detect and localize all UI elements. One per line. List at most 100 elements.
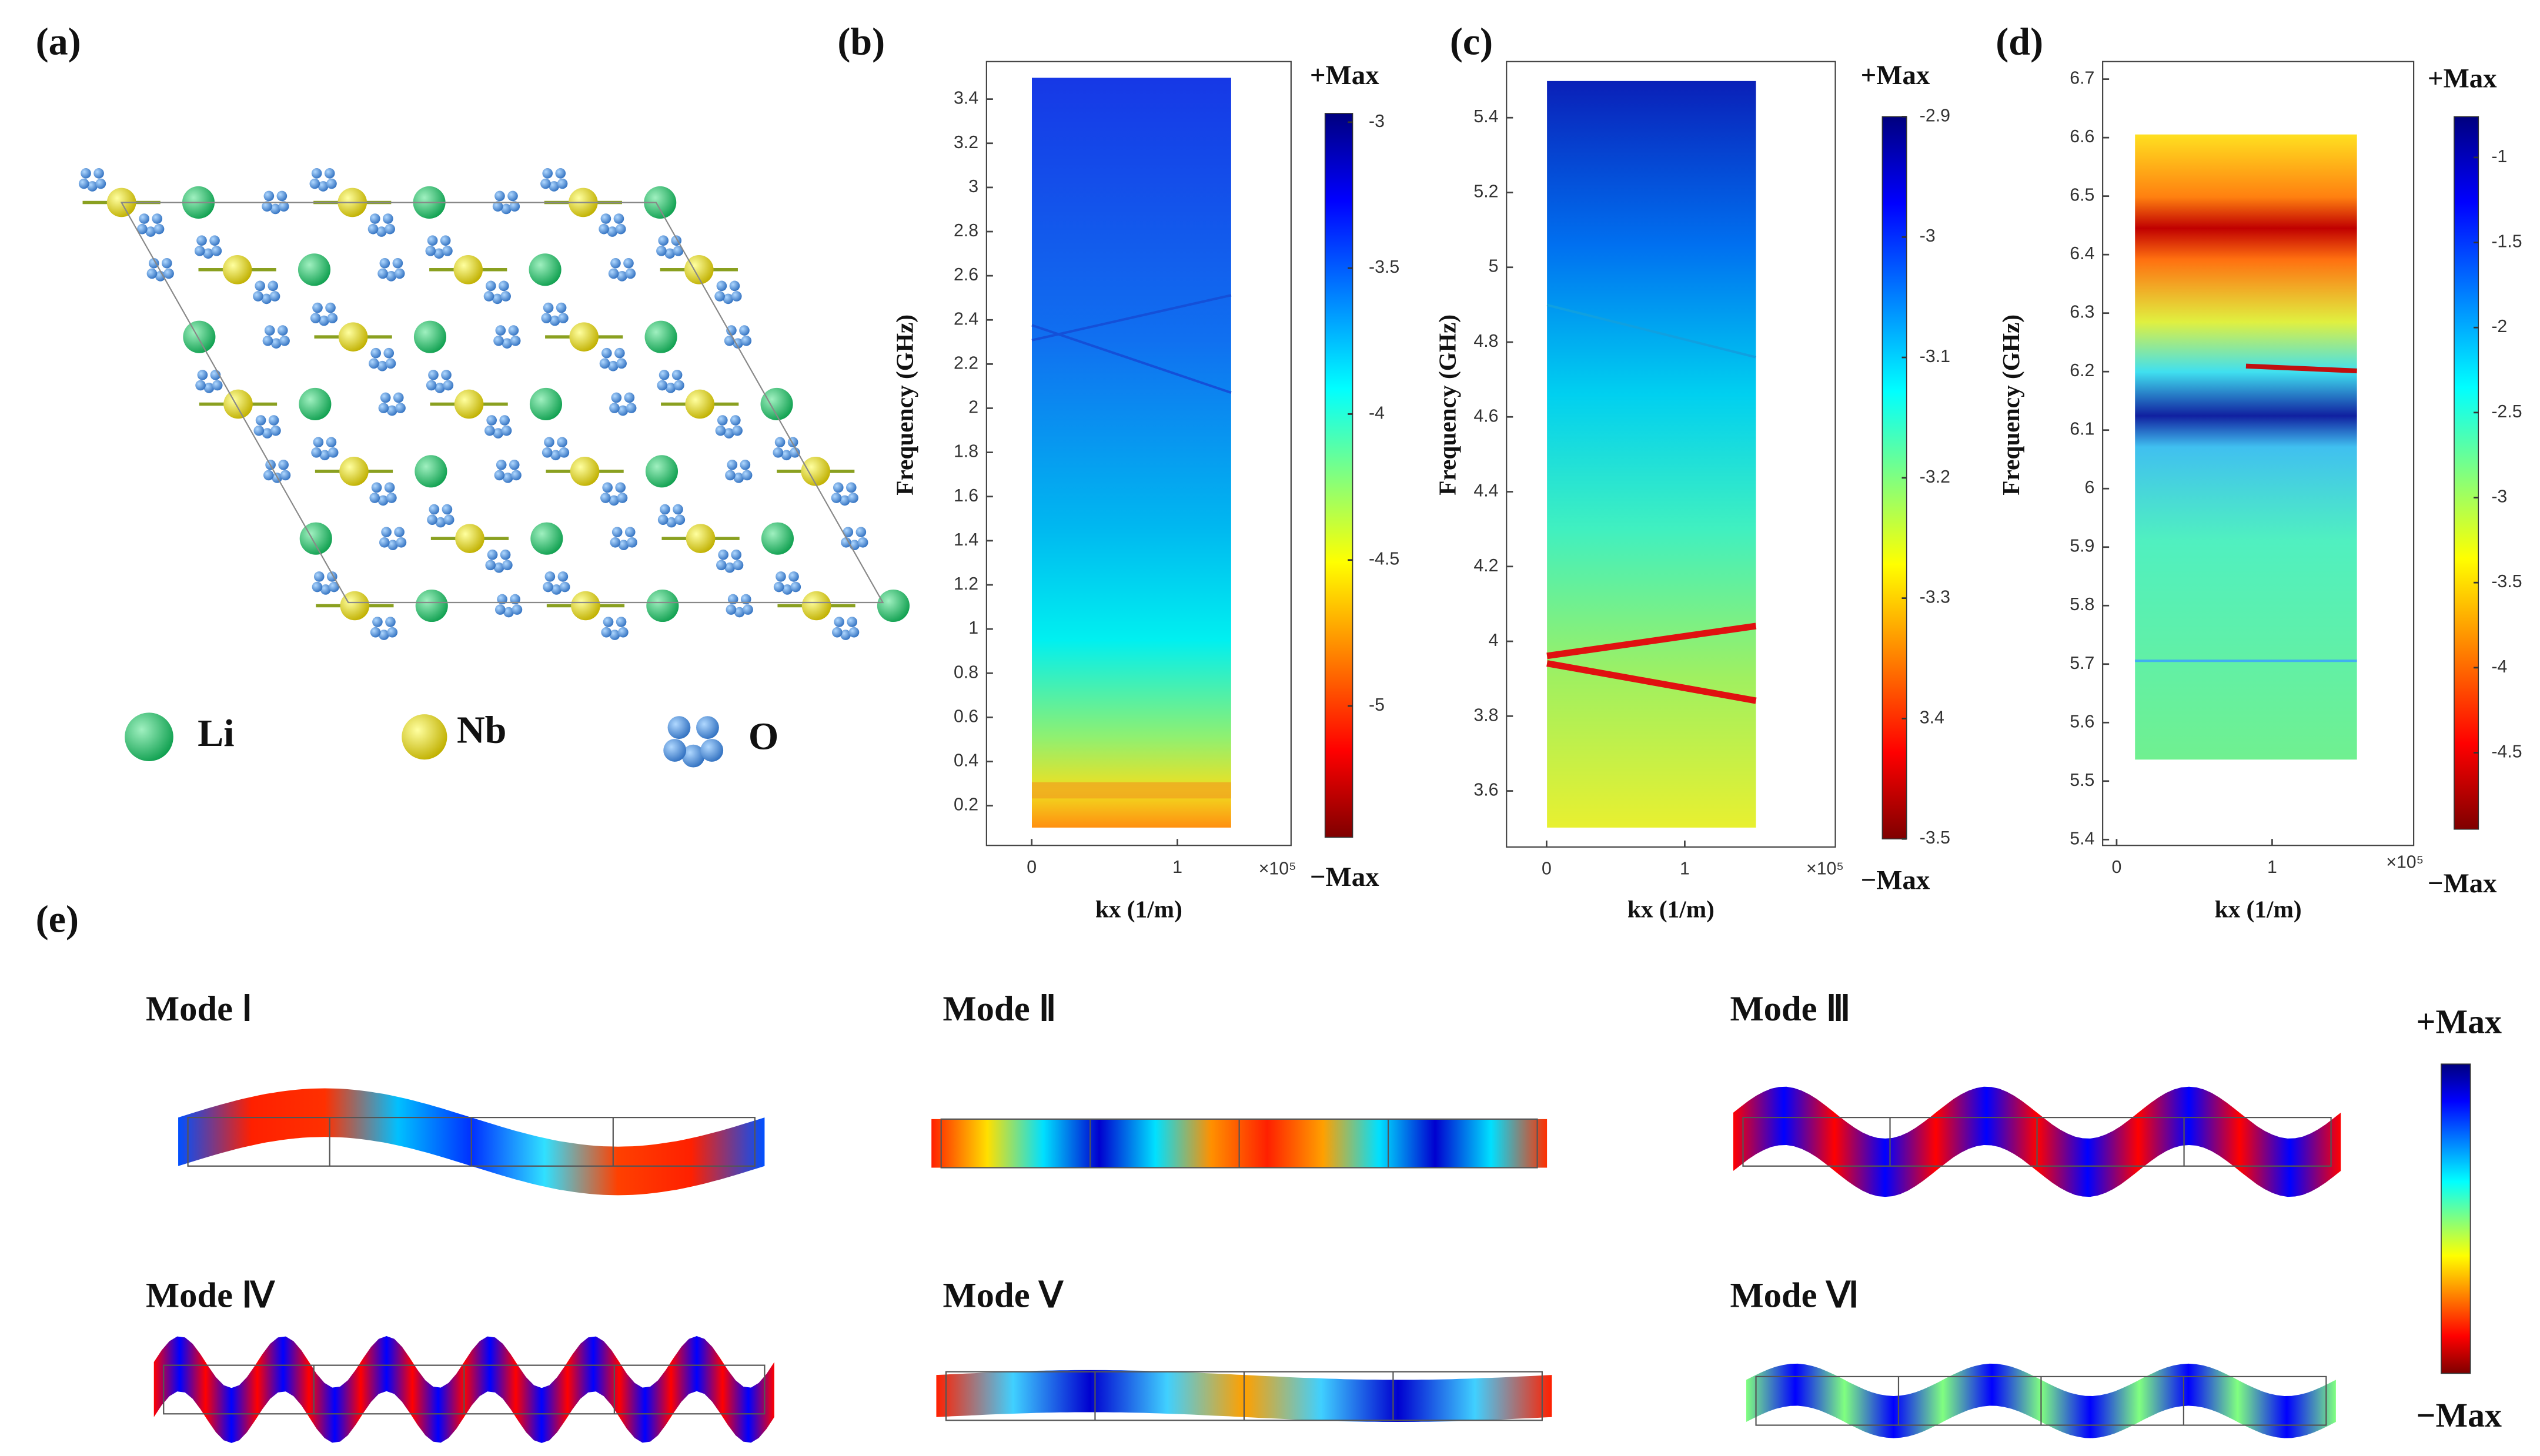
- oxygen-atom: [203, 383, 215, 393]
- oxygen-atom: [773, 447, 784, 458]
- oxygen-atom: [559, 581, 570, 593]
- oxygen-atom: [394, 527, 405, 537]
- nb-atom: [685, 389, 714, 419]
- oxygen-atom: [723, 428, 734, 439]
- mode-colorbar: [2441, 1063, 2471, 1374]
- y-tick-label: 3.4: [954, 89, 978, 108]
- oxygen-atom: [317, 181, 329, 192]
- y-tick-label: 2.2: [954, 353, 978, 373]
- oxygen-atom: [544, 571, 556, 582]
- y-tick-label: 0.4: [954, 751, 978, 771]
- oxygen-atom: [380, 392, 391, 403]
- oxygen-atom: [371, 482, 382, 493]
- y-tick-label: 6.2: [2070, 361, 2094, 380]
- colorbar-max: +Max: [1310, 60, 1379, 91]
- oxygen-atom: [847, 617, 857, 627]
- oxygen-atom: [499, 415, 510, 426]
- oxygen-atom: [393, 392, 404, 403]
- oxygen-atom: [326, 437, 337, 448]
- oxygen-atom: [311, 168, 322, 179]
- y-tick-label: 5.4: [1473, 107, 1498, 126]
- oxygen-atom: [507, 190, 518, 202]
- oxygen-atom: [715, 425, 726, 436]
- oxygen-atom: [367, 223, 379, 235]
- oxygen-atom: [163, 268, 174, 279]
- oxygen-atom: [501, 425, 512, 436]
- oxygen-atom: [195, 380, 206, 391]
- oxygen-atom: [832, 627, 843, 638]
- panel-label: (d): [1996, 20, 2043, 63]
- oxygen-atom: [148, 257, 159, 269]
- oxygen-atom: [484, 425, 495, 436]
- oxygen-atom: [329, 581, 339, 593]
- y-tick-label: 1: [968, 618, 978, 638]
- oxygen-atom: [485, 560, 496, 571]
- colorbar-tick-label: 3.4: [1920, 708, 1944, 727]
- y-tick-label: 5: [1489, 257, 1499, 276]
- oxygen-atom: [616, 617, 627, 627]
- panel-label: (a): [36, 20, 81, 63]
- nb-atom: [569, 322, 599, 352]
- oxygen-atom: [376, 226, 387, 237]
- oxygen-atom: [839, 495, 850, 506]
- oxygen-atom: [544, 437, 554, 448]
- oxygen-atom: [502, 473, 513, 483]
- nb-atom: [223, 389, 253, 419]
- oxygen-atom: [557, 178, 568, 189]
- oxygen-atom: [492, 201, 503, 212]
- oxygen-atom: [441, 370, 452, 380]
- oxygen-atom: [607, 360, 619, 371]
- y-tick-label: 5.5: [2070, 771, 2094, 790]
- oxygen-atom: [426, 380, 437, 391]
- oxygen-atom: [497, 594, 507, 605]
- oxygen-atom: [196, 235, 207, 246]
- x-exponent: ×10⁵: [2386, 853, 2424, 872]
- y-tick-label: 5.6: [2070, 712, 2094, 731]
- oxygen-atom: [667, 716, 691, 739]
- x-tick-label: 1: [1172, 858, 1182, 877]
- oxygen-atom: [696, 716, 719, 739]
- oxygen-atom: [493, 428, 504, 439]
- oxygen-atom: [253, 425, 265, 436]
- mode-colorbar-min: −Max: [2417, 1396, 2502, 1434]
- oxygen-atom: [93, 168, 104, 179]
- oxygen-atom: [427, 235, 438, 246]
- oxygen-atom: [714, 291, 725, 302]
- oxygen-atom: [729, 280, 740, 292]
- oxygen-atom: [378, 403, 389, 413]
- li-atom: [877, 589, 910, 622]
- band-line: [1546, 660, 1757, 704]
- legend-label: Nb: [457, 708, 507, 751]
- band-strip: [1032, 782, 1231, 799]
- oxygen-atom: [501, 203, 512, 215]
- oxygen-atom: [440, 235, 451, 246]
- oxygen-atom: [381, 527, 392, 537]
- oxygen-atom: [502, 560, 513, 571]
- oxygen-atom: [379, 537, 390, 548]
- oxygen-atom: [848, 627, 860, 638]
- y-tick-label: 5.8: [2070, 595, 2094, 614]
- y-tick-label: 3.2: [954, 133, 978, 152]
- oxygen-atom: [559, 447, 570, 458]
- legend-li: [125, 712, 173, 761]
- oxygen-atom: [718, 549, 728, 560]
- oxygen-atom: [255, 415, 266, 426]
- oxygen-atom: [731, 549, 742, 560]
- y-axis-label: Frequency (GHz): [1997, 314, 2025, 496]
- colorbar-tick-label: -4.5: [1369, 550, 1399, 569]
- oxygen-atom: [429, 504, 440, 515]
- heatmap: [1032, 78, 1231, 828]
- oxygen-atom: [542, 447, 553, 458]
- oxygen-atom: [203, 248, 213, 259]
- oxygen-atom: [327, 313, 338, 323]
- mode-colorbar-max: +Max: [2417, 1002, 2502, 1040]
- oxygen-atom: [95, 178, 106, 189]
- colorbar-tick-label: -1.5: [2491, 232, 2522, 252]
- oxygen-atom: [370, 627, 381, 638]
- oxygen-atom: [626, 403, 637, 413]
- oxygen-atom: [280, 470, 291, 481]
- oxygen-atom: [277, 325, 288, 336]
- colorbar-tick-label: -3: [1920, 226, 1936, 246]
- x-exponent: ×10⁵: [1806, 859, 1844, 879]
